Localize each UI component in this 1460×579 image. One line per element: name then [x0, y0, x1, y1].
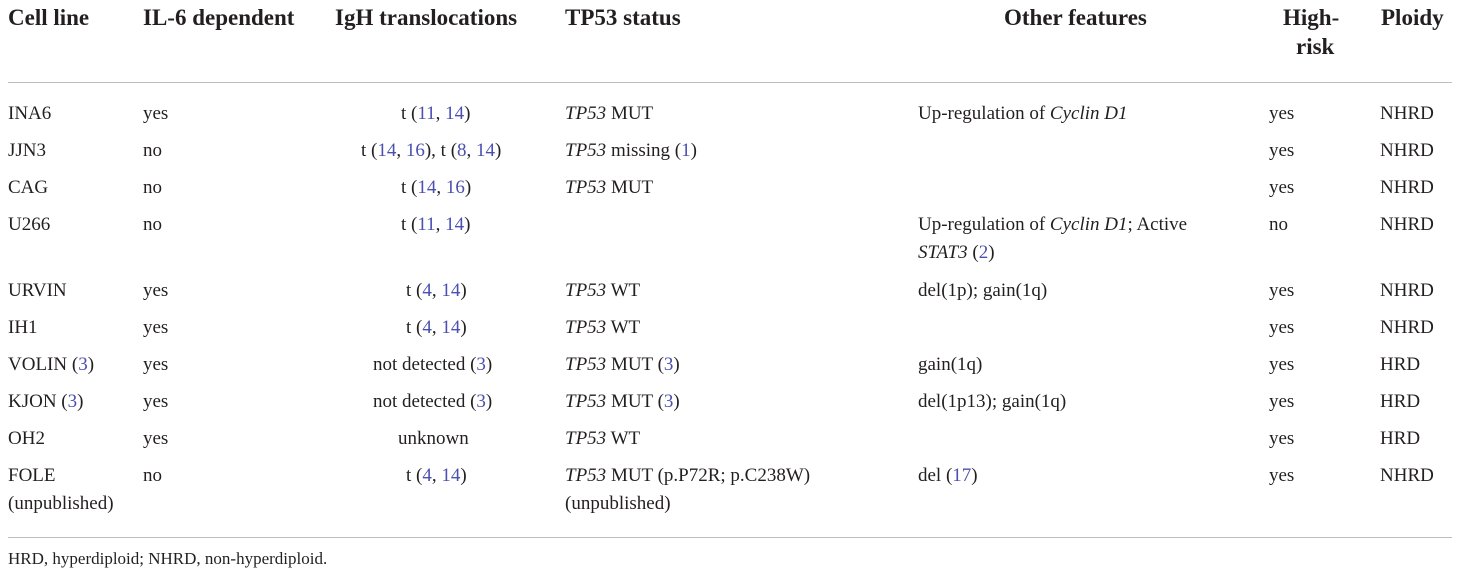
ploidy: NHRD [1380, 214, 1434, 235]
other-features: Up-regulation of Cyclin D1 [918, 103, 1128, 124]
il6-dependent: yes [143, 103, 169, 124]
igh-translocation: t (4, 14) [406, 317, 467, 338]
header-high-risk-line2: risk [1296, 34, 1335, 59]
cell-line: INA6 [8, 103, 52, 124]
igh-translocation: t (4, 14) [406, 280, 467, 301]
igh-translocation: t (14, 16), t (8, 14) [361, 140, 502, 161]
other-features: del(1p); gain(1q) [918, 280, 1048, 301]
tp53-status: TP53 WT [565, 317, 641, 338]
igh-translocation: not detected (3) [373, 354, 493, 375]
other-features: del (17) [918, 465, 978, 486]
footer-rule [8, 537, 1452, 538]
other-features: del(1p13); gain(1q) [918, 391, 1067, 412]
tp53-status: TP53 MUT [565, 177, 654, 198]
high-risk: yes [1269, 428, 1295, 449]
il6-dependent: yes [143, 391, 169, 412]
high-risk: yes [1269, 354, 1295, 375]
header-il6-dependent: IL-6 dependent [143, 5, 295, 30]
ploidy: HRD [1380, 428, 1421, 449]
igh-translocation: t (11, 14) [401, 103, 471, 124]
cell-line-line2: (unpublished) [8, 493, 114, 514]
il6-dependent: no [143, 465, 162, 486]
igh-translocation: t (4, 14) [406, 465, 467, 486]
cell-line: FOLE [8, 465, 56, 486]
tp53-status: TP53 WT [565, 428, 641, 449]
tp53-status: TP53 missing (1) [565, 140, 697, 161]
header-tp53-status: TP53 status [565, 5, 681, 30]
cell-line: VOLIN (3) [8, 354, 95, 375]
cell-line: CAG [8, 177, 49, 198]
header-other-features: Other features [1004, 5, 1147, 30]
table-footnote: HRD, hyperdiploid; NHRD, non-hyperdiploi… [8, 549, 328, 568]
il6-dependent: yes [143, 354, 169, 375]
tp53-status: TP53 MUT (3) [565, 391, 680, 412]
header-high-risk-line1: High- [1283, 5, 1340, 30]
ploidy: NHRD [1380, 140, 1434, 161]
tp53-status: TP53 MUT (3) [565, 354, 680, 375]
other-features: gain(1q) [918, 354, 983, 375]
header-rule [8, 82, 1452, 83]
high-risk: yes [1269, 317, 1295, 338]
tp53-status: TP53 MUT (p.P72R; p.C238W) [565, 465, 811, 486]
high-risk: yes [1269, 103, 1295, 124]
igh-translocation: not detected (3) [373, 391, 493, 412]
tp53-status-line2: (unpublished) [565, 493, 671, 514]
il6-dependent: yes [143, 280, 169, 301]
header-igh-translocations: IgH translocations [335, 5, 518, 30]
igh-translocation: unknown [398, 428, 469, 449]
cell-line: URVIN [8, 280, 67, 301]
high-risk: yes [1269, 140, 1295, 161]
high-risk: yes [1269, 280, 1295, 301]
high-risk: no [1269, 214, 1288, 235]
header-ploidy: Ploidy [1381, 5, 1444, 30]
ploidy: NHRD [1380, 280, 1434, 301]
ploidy: NHRD [1380, 317, 1434, 338]
cell-line: IH1 [8, 317, 38, 338]
il6-dependent: no [143, 214, 162, 235]
cell-line: JJN3 [8, 140, 47, 161]
il6-dependent: no [143, 177, 162, 198]
igh-translocation: t (11, 14) [401, 214, 471, 235]
high-risk: yes [1269, 391, 1295, 412]
cell-line: OH2 [8, 428, 45, 449]
ploidy: NHRD [1380, 465, 1434, 486]
ploidy: NHRD [1380, 177, 1434, 198]
tp53-status: TP53 MUT [565, 103, 654, 124]
il6-dependent: yes [143, 317, 169, 338]
other-features-line2: STAT3 (2) [918, 242, 995, 263]
other-features: Up-regulation of Cyclin D1; Active [918, 214, 1188, 235]
ploidy: HRD [1380, 354, 1421, 375]
high-risk: yes [1269, 465, 1295, 486]
high-risk: yes [1269, 177, 1295, 198]
il6-dependent: yes [143, 428, 169, 449]
tp53-status: TP53 WT [565, 280, 641, 301]
igh-translocation: t (14, 16) [401, 177, 472, 198]
il6-dependent: no [143, 140, 162, 161]
cell-line: U266 [8, 214, 51, 235]
cell-line: KJON (3) [8, 391, 84, 412]
ploidy: NHRD [1380, 103, 1434, 124]
ploidy: HRD [1380, 391, 1421, 412]
header-cell-line: Cell line [8, 5, 90, 30]
